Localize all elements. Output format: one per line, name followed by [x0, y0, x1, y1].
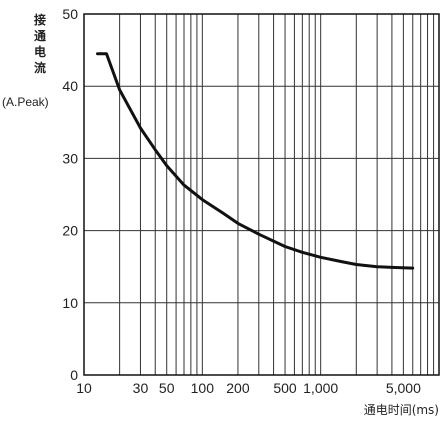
y-tick-labels: 0 10 20 30 40 50 — [62, 6, 78, 383]
x-tick-labels: 10 30 50 100 200 500 1,000 5,000 — [76, 380, 421, 396]
x-tick-label: 30 — [133, 380, 149, 396]
y-axis-label-char: 通 — [34, 28, 46, 43]
x-tick-label: 5,000 — [386, 380, 421, 396]
series-group — [96, 52, 415, 270]
x-tick-label: 100 — [191, 380, 215, 396]
grid-lines — [83, 13, 440, 376]
y-tick-label: 40 — [62, 78, 78, 94]
x-tick-label: 1,000 — [303, 380, 338, 396]
x-tick-label: 500 — [273, 380, 297, 396]
x-tick-label: 10 — [76, 380, 92, 396]
y-tick-label: 0 — [70, 367, 78, 383]
y-tick-label: 30 — [62, 150, 78, 166]
y-tick-label: 10 — [62, 295, 78, 311]
y-tick-label: 20 — [62, 223, 78, 239]
x-axis-label: 通电时间(ms) — [364, 403, 439, 417]
series-line — [96, 52, 415, 270]
y-axis-unit: (A.Peak) — [2, 95, 49, 109]
y-axis-label-char: 接 — [34, 12, 46, 27]
y-axis-label-char: 电 — [34, 44, 46, 59]
y-axis-label-char: 流 — [34, 60, 46, 75]
x-tick-label: 50 — [159, 380, 175, 396]
x-tick-label: 200 — [226, 380, 250, 396]
y-tick-label: 50 — [62, 6, 78, 22]
plot-frame — [83, 13, 440, 376]
